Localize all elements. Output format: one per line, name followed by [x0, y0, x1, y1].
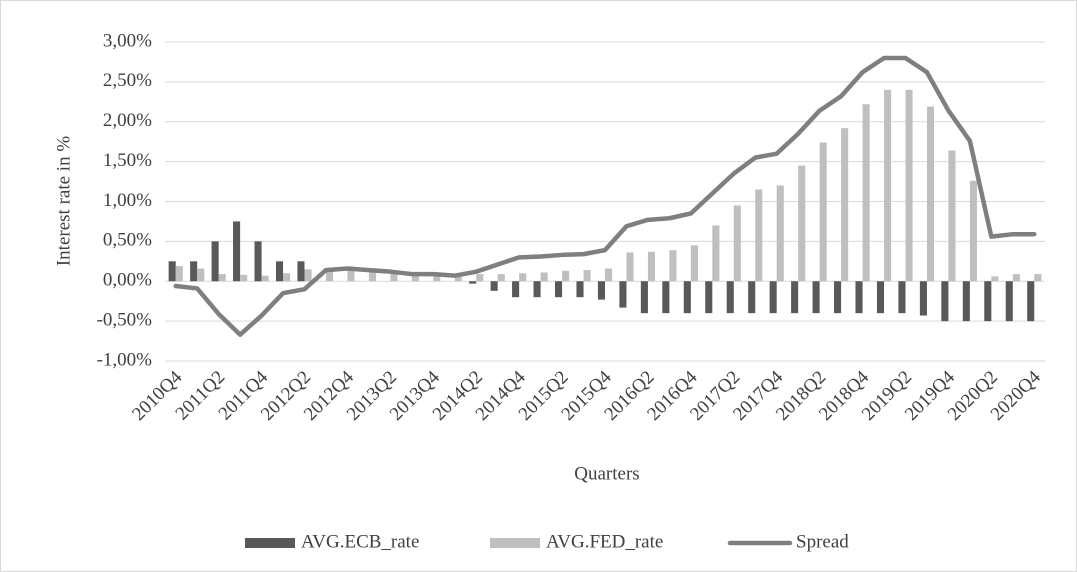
bar [190, 261, 198, 282]
bar [748, 281, 756, 314]
bar [233, 221, 241, 282]
bar [576, 281, 584, 298]
bar [662, 281, 670, 314]
bar [712, 225, 720, 282]
bar [898, 281, 906, 314]
y-tick-label: -0,50% [97, 309, 153, 330]
y-tick-label: -1,00% [97, 349, 153, 370]
bar [948, 150, 956, 282]
legend-swatch [245, 538, 295, 548]
legend-swatch [490, 538, 540, 548]
bar [1034, 274, 1042, 282]
bar [690, 245, 698, 282]
bar [211, 241, 219, 282]
bar [540, 272, 548, 282]
bar [218, 274, 226, 282]
legend-label: AVG.ECB_rate [301, 531, 419, 552]
bar [168, 261, 176, 282]
bar [984, 281, 992, 322]
bar [812, 281, 820, 314]
bar [733, 205, 741, 282]
bar [512, 281, 520, 298]
bar [597, 281, 605, 300]
bar [562, 270, 570, 282]
bar [969, 180, 977, 282]
bar [411, 274, 419, 282]
y-tick-label: 0,00% [103, 270, 152, 291]
legend-label: Spread [796, 531, 849, 552]
bar [304, 269, 312, 282]
bar [862, 104, 870, 282]
bar [926, 106, 935, 282]
bar [841, 128, 849, 282]
bar [705, 281, 713, 314]
x-axis-title: Quarters [574, 463, 639, 484]
bar [1012, 274, 1020, 282]
bar [683, 281, 691, 314]
bar [454, 275, 462, 282]
bar [275, 261, 284, 282]
bar [469, 281, 477, 284]
y-tick-label: 1,50% [103, 150, 152, 171]
bar [962, 281, 970, 322]
bar [726, 281, 734, 314]
bar [919, 281, 927, 316]
bar [519, 273, 527, 282]
bar [476, 274, 484, 282]
bar [884, 89, 892, 282]
y-tick-label: 1,00% [103, 190, 152, 211]
bar [554, 281, 563, 298]
bar [834, 281, 842, 314]
bar [533, 281, 541, 298]
bar [297, 261, 305, 282]
bar [197, 268, 205, 282]
bar [647, 251, 656, 282]
bar [433, 274, 441, 282]
bar [1005, 281, 1013, 322]
bar [325, 270, 334, 282]
bar [798, 165, 806, 282]
bar [640, 281, 648, 314]
bar [605, 268, 613, 282]
bar [905, 89, 913, 282]
y-tick-label: 2,00% [103, 110, 152, 131]
bar [490, 281, 498, 291]
bar [791, 281, 799, 314]
bar [583, 270, 591, 282]
bar [175, 266, 183, 282]
bar [819, 142, 827, 282]
bar [283, 273, 291, 282]
bar [991, 276, 999, 282]
bar [755, 189, 763, 282]
y-axis-title: Interest rate in % [53, 136, 74, 266]
bar [390, 271, 398, 282]
bar [497, 274, 505, 282]
bar [626, 252, 634, 282]
bar [368, 270, 376, 282]
bar [776, 185, 784, 282]
bar [855, 281, 863, 314]
y-tick-label: 2,50% [103, 70, 152, 91]
bar [347, 268, 355, 282]
bar [261, 275, 269, 282]
bar [1027, 281, 1035, 322]
bar [619, 281, 627, 308]
bar [669, 250, 677, 282]
legend-label: AVG.FED_rate [546, 531, 663, 552]
bar [769, 281, 777, 314]
y-tick-label: 0,50% [103, 230, 152, 251]
bar [941, 281, 949, 322]
spread-line [173, 55, 1037, 337]
y-tick-label: 3,00% [103, 30, 152, 51]
bar [254, 241, 262, 282]
bar [240, 274, 248, 282]
bar [876, 281, 885, 314]
